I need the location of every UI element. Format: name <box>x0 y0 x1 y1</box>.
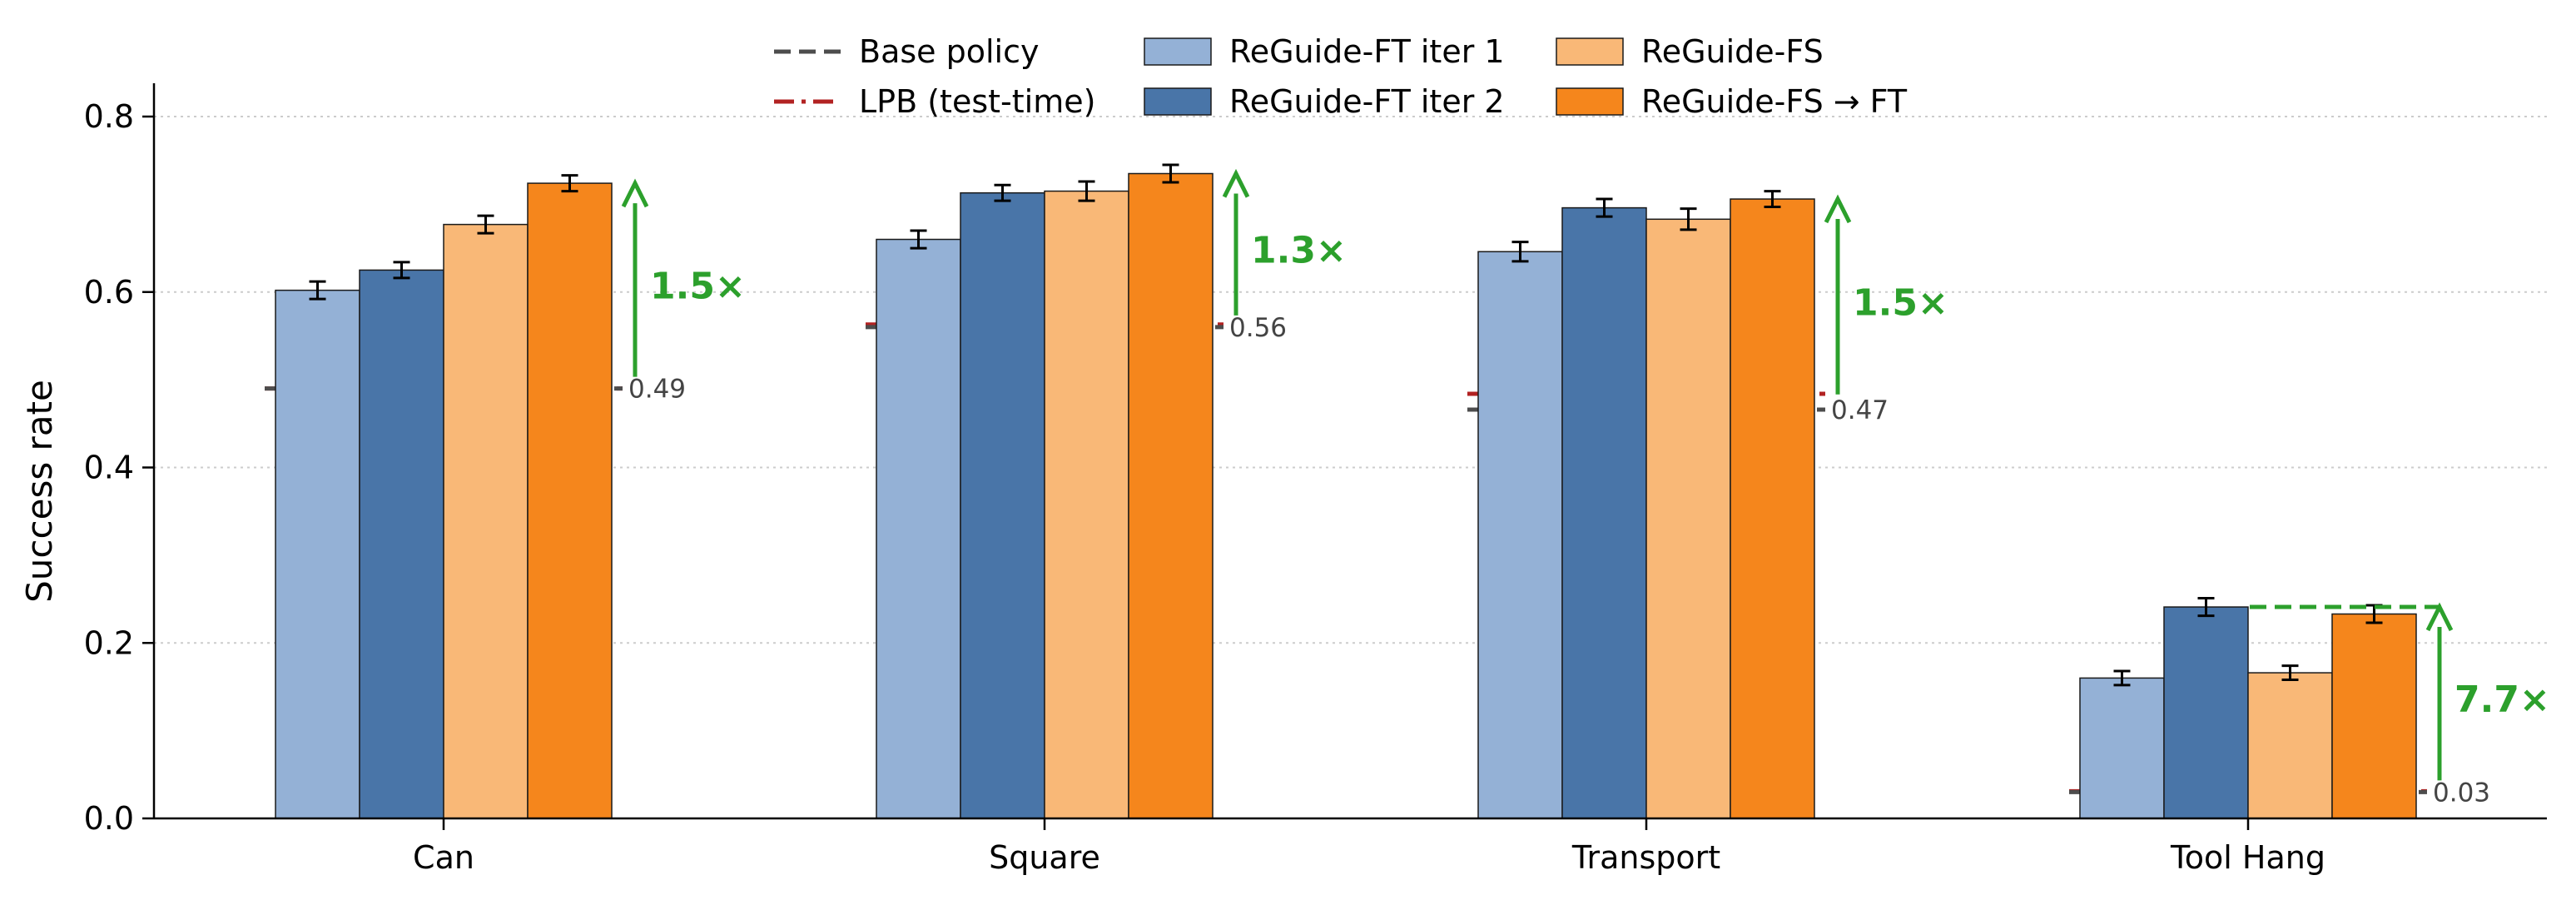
gain-label: 1.3× <box>1251 230 1347 272</box>
legend-label: LPB (test-time) <box>859 83 1095 120</box>
bar <box>443 223 529 819</box>
y-tick-label: 0.8 <box>84 98 134 135</box>
legend-label: ReGuide-FT iter 2 <box>1229 83 1505 120</box>
legend-label: ReGuide-FT iter 1 <box>1229 33 1505 70</box>
reference-value-label: 0.56 <box>1229 313 1287 343</box>
legend-label: Base policy <box>859 33 1039 70</box>
x-tick-label: Can <box>413 839 474 876</box>
legend-label: ReGuide-FS → FT <box>1641 83 1908 120</box>
gain-annotations: 1.5× 1.3× 1.5× 7.7× <box>621 168 2550 781</box>
y-tick-label: 0.4 <box>84 450 134 486</box>
gain-label: 7.7× <box>2454 679 2550 721</box>
legend-label: ReGuide-FS <box>1641 33 1824 70</box>
reference-value-label: 0.47 <box>1831 395 1889 425</box>
y-tick-label: 0.0 <box>84 800 134 837</box>
y-tick-label: 0.6 <box>84 274 134 311</box>
bar <box>1645 218 1731 819</box>
bar <box>960 191 1045 819</box>
x-tick-label: Square <box>989 839 1100 876</box>
y-axis-title: Success rate <box>19 380 60 603</box>
bar <box>2163 606 2249 819</box>
axes: 0.0 0.2 0.4 0.6 0.8 Can Square Transport Tool Ha… <box>84 83 2547 876</box>
legend: Base policy LPB (test-time) ReGuide-FT ite… <box>774 33 1908 120</box>
legend-swatch <box>1144 87 1212 116</box>
error-bars <box>309 163 2383 687</box>
bar <box>1128 172 1214 819</box>
legend-swatch <box>1144 37 1212 66</box>
x-tick-label: Transport <box>1571 839 1720 876</box>
legend-swatch <box>1556 87 1624 116</box>
bar <box>2331 613 2417 819</box>
gain-arrowhead <box>621 178 649 208</box>
reference-value-label: 0.03 <box>2433 778 2490 808</box>
bar <box>1730 198 1815 819</box>
legend-swatch <box>1556 37 1624 66</box>
x-tick-label: Tool Hang <box>2170 839 2325 876</box>
gain-label: 1.5× <box>650 265 746 307</box>
y-tick-label: 0.2 <box>84 624 134 661</box>
bar <box>2247 672 2333 819</box>
bar <box>1561 206 1647 819</box>
bar <box>359 269 444 819</box>
bar <box>1477 251 1563 819</box>
gain-label: 1.5× <box>1853 281 1948 324</box>
gain-arrowhead <box>1824 194 1852 224</box>
bar <box>275 289 360 819</box>
bar <box>2079 677 2165 819</box>
bar <box>876 238 961 819</box>
gain-arrowhead <box>1222 168 1250 198</box>
bar <box>527 182 613 819</box>
gain-arrowhead <box>2425 602 2454 632</box>
bar <box>1044 190 1129 819</box>
reference-value-label: 0.49 <box>628 375 686 405</box>
